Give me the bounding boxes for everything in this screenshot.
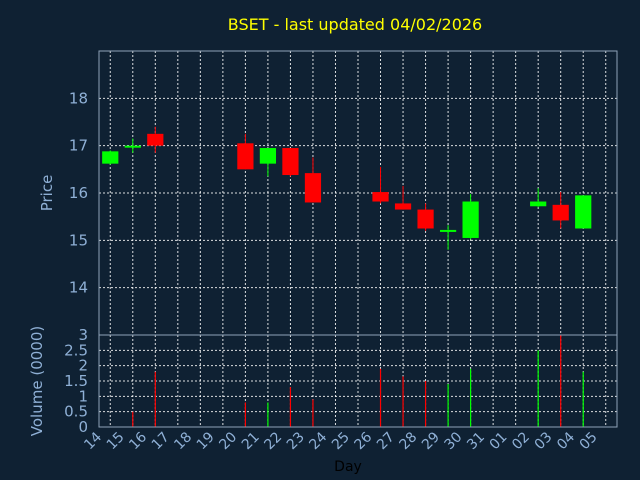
candle-body <box>124 145 141 148</box>
volume-panel: 00.511.522.53 Volume (0000) <box>28 326 618 436</box>
volume-tick-label: 1.5 <box>64 372 88 390</box>
candle-body <box>304 173 322 203</box>
candle-body <box>282 148 299 176</box>
candle-body <box>102 151 119 164</box>
price-y-ticks: 14 15 16 17 18 <box>69 89 88 296</box>
x-axis-label: Day <box>334 459 362 475</box>
volume-tick-label: 0 <box>78 418 88 436</box>
volume-frame <box>98 334 618 428</box>
candle-body <box>575 195 592 229</box>
candle-body <box>552 204 569 221</box>
volume-tick-label: 2 <box>78 357 88 375</box>
candle-body <box>417 209 434 229</box>
volume-tick-label: 0.5 <box>64 403 88 421</box>
candle-body <box>439 229 457 232</box>
x-axis-ticks: 1415161718192021222324252627282930310102… <box>81 429 600 453</box>
volume-tick-label: 1 <box>78 387 88 405</box>
price-panel: 14 15 16 17 18 Price <box>38 50 618 336</box>
price-axis-label: Price <box>38 175 56 212</box>
candle-body <box>394 203 412 210</box>
candle-body <box>530 201 547 207</box>
price-tick-label: 17 <box>69 137 88 155</box>
volume-bars <box>132 335 584 427</box>
chart-title: BSET - last updated 04/02/2026 <box>228 15 482 34</box>
price-tick-label: 14 <box>69 279 88 297</box>
volume-tick-label: 2.5 <box>64 341 88 359</box>
candle-body <box>372 192 389 202</box>
candle-body <box>147 133 164 146</box>
candle-body <box>259 148 277 164</box>
candle-body <box>237 143 254 170</box>
volume-tick-label: 3 <box>78 326 88 344</box>
candle-body <box>462 201 479 238</box>
volume-y-ticks: 00.511.522.53 <box>64 326 88 436</box>
price-tick-label: 16 <box>69 184 88 202</box>
price-tick-label: 18 <box>69 89 88 107</box>
price-candles <box>102 126 592 250</box>
price-tick-label: 15 <box>69 231 88 249</box>
volume-axis-label: Volume (0000) <box>28 326 46 436</box>
